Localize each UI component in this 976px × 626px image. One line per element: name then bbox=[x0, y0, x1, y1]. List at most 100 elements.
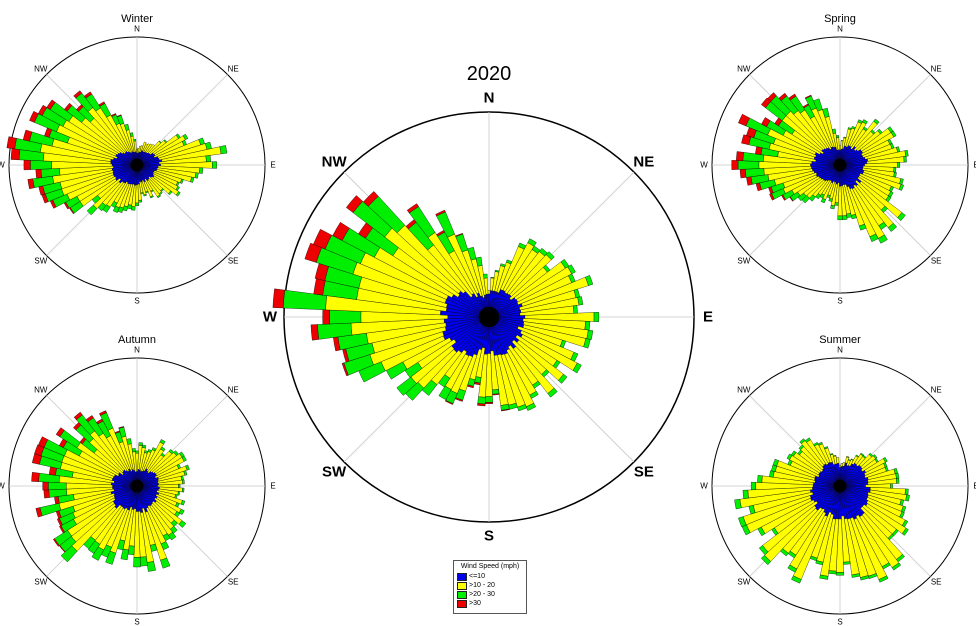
petal-high bbox=[182, 133, 189, 141]
petal-extreme bbox=[346, 195, 363, 213]
petal-mid bbox=[836, 457, 840, 464]
petal-high bbox=[329, 309, 362, 325]
petal-extreme bbox=[767, 92, 777, 102]
petal-high bbox=[843, 561, 851, 565]
legend-item-extreme: >30 bbox=[457, 599, 523, 608]
petal-high bbox=[586, 329, 594, 340]
petal-mid bbox=[487, 290, 491, 295]
petal-high bbox=[760, 554, 772, 566]
petal-extreme bbox=[43, 489, 50, 499]
direction-label-n: N bbox=[134, 25, 140, 34]
direction-label-sw: SW bbox=[322, 463, 347, 480]
direction-label-e: E bbox=[270, 161, 275, 170]
petal-high bbox=[525, 402, 537, 411]
wind-rose-winter: N NE E SE S SW W NW Winter bbox=[0, 13, 276, 306]
petal-extreme bbox=[55, 427, 65, 438]
petal-extreme bbox=[788, 93, 797, 101]
petal-high bbox=[91, 546, 104, 561]
petal-high bbox=[475, 256, 483, 267]
petal-extreme bbox=[31, 472, 40, 482]
petal-high bbox=[815, 560, 824, 566]
petal-high bbox=[30, 160, 52, 170]
petal-high bbox=[828, 570, 837, 575]
center-hub bbox=[478, 306, 500, 328]
petal-high bbox=[872, 454, 878, 459]
petal-high bbox=[572, 305, 578, 314]
petal-high bbox=[734, 498, 742, 510]
petal-high bbox=[820, 198, 826, 204]
direction-label-se: SE bbox=[634, 463, 654, 480]
direction-label-se: SE bbox=[228, 578, 239, 587]
petal-high bbox=[878, 575, 889, 583]
petal-high bbox=[129, 132, 134, 137]
petal-high bbox=[891, 562, 902, 571]
petal-high bbox=[583, 338, 591, 349]
petal-high bbox=[160, 557, 171, 569]
petal-extreme bbox=[53, 538, 60, 547]
petal-high bbox=[135, 450, 139, 454]
direction-label-n: N bbox=[837, 346, 843, 355]
petal-extreme bbox=[778, 92, 788, 102]
petal-high bbox=[179, 178, 184, 184]
petal-extreme bbox=[322, 309, 330, 325]
legend-item-high: >20 - 30 bbox=[457, 590, 523, 599]
petal-extreme bbox=[83, 91, 93, 99]
legend-swatch-mid bbox=[457, 581, 467, 590]
petal-high bbox=[882, 457, 888, 463]
petal-extreme bbox=[27, 178, 35, 190]
petal-high bbox=[126, 438, 132, 445]
petal-extreme bbox=[22, 129, 33, 142]
legend-title: Wind Speed (mph) bbox=[460, 563, 520, 570]
petal-high bbox=[787, 564, 798, 573]
wind-rose-spring: N NE E SE S SW W NW Spring bbox=[700, 13, 976, 306]
petal-high bbox=[769, 470, 775, 478]
petal-high bbox=[143, 194, 147, 197]
direction-label-nw: NW bbox=[737, 64, 751, 73]
petal-high bbox=[738, 516, 747, 528]
petal-high bbox=[467, 247, 477, 261]
direction-label-n: N bbox=[484, 90, 495, 107]
petal-high bbox=[138, 442, 143, 446]
petal-high bbox=[177, 491, 180, 496]
wind-rose-autumn: N NE E SE S SW W NW Autumn bbox=[0, 334, 276, 626]
petal-extreme bbox=[64, 102, 73, 112]
petal-high bbox=[141, 444, 147, 449]
petal-extreme bbox=[59, 525, 65, 534]
petal-high bbox=[139, 556, 148, 567]
petal-high bbox=[146, 561, 156, 572]
petal-extreme bbox=[35, 169, 42, 179]
petal-high bbox=[159, 439, 166, 445]
petal-high bbox=[558, 373, 568, 384]
direction-label-sw: SW bbox=[34, 257, 47, 266]
petal-extreme bbox=[736, 151, 744, 161]
petal-high bbox=[840, 140, 844, 142]
petal-high bbox=[183, 470, 188, 476]
petal-extreme bbox=[761, 117, 771, 128]
legend-item-mid: >10 - 20 bbox=[457, 581, 523, 590]
direction-label-n: N bbox=[837, 25, 843, 34]
petal-high bbox=[817, 441, 823, 446]
petal-high bbox=[178, 483, 181, 489]
center-hub bbox=[833, 479, 847, 493]
petal-high bbox=[105, 550, 117, 565]
petal-extreme bbox=[739, 168, 747, 179]
petal-high bbox=[545, 251, 555, 261]
petal-high bbox=[567, 264, 576, 275]
petal-extreme bbox=[116, 114, 122, 118]
petal-high bbox=[199, 167, 204, 174]
petal-high bbox=[904, 149, 909, 157]
petal-high bbox=[828, 198, 833, 202]
petal-high bbox=[396, 376, 417, 396]
petal-high bbox=[757, 475, 763, 483]
petal-high bbox=[846, 456, 850, 458]
petal-high bbox=[185, 464, 190, 471]
wind-rose-summer: N NE E SE S SW W NW Summer bbox=[700, 334, 976, 626]
petal-extreme bbox=[804, 94, 812, 99]
center-hub bbox=[130, 158, 144, 172]
petal-extreme bbox=[304, 242, 322, 263]
direction-label-w: W bbox=[700, 482, 708, 491]
petal-extreme bbox=[110, 113, 117, 117]
petal-high bbox=[87, 540, 101, 554]
chart-title: Spring bbox=[824, 13, 856, 25]
petal-high bbox=[905, 494, 910, 502]
